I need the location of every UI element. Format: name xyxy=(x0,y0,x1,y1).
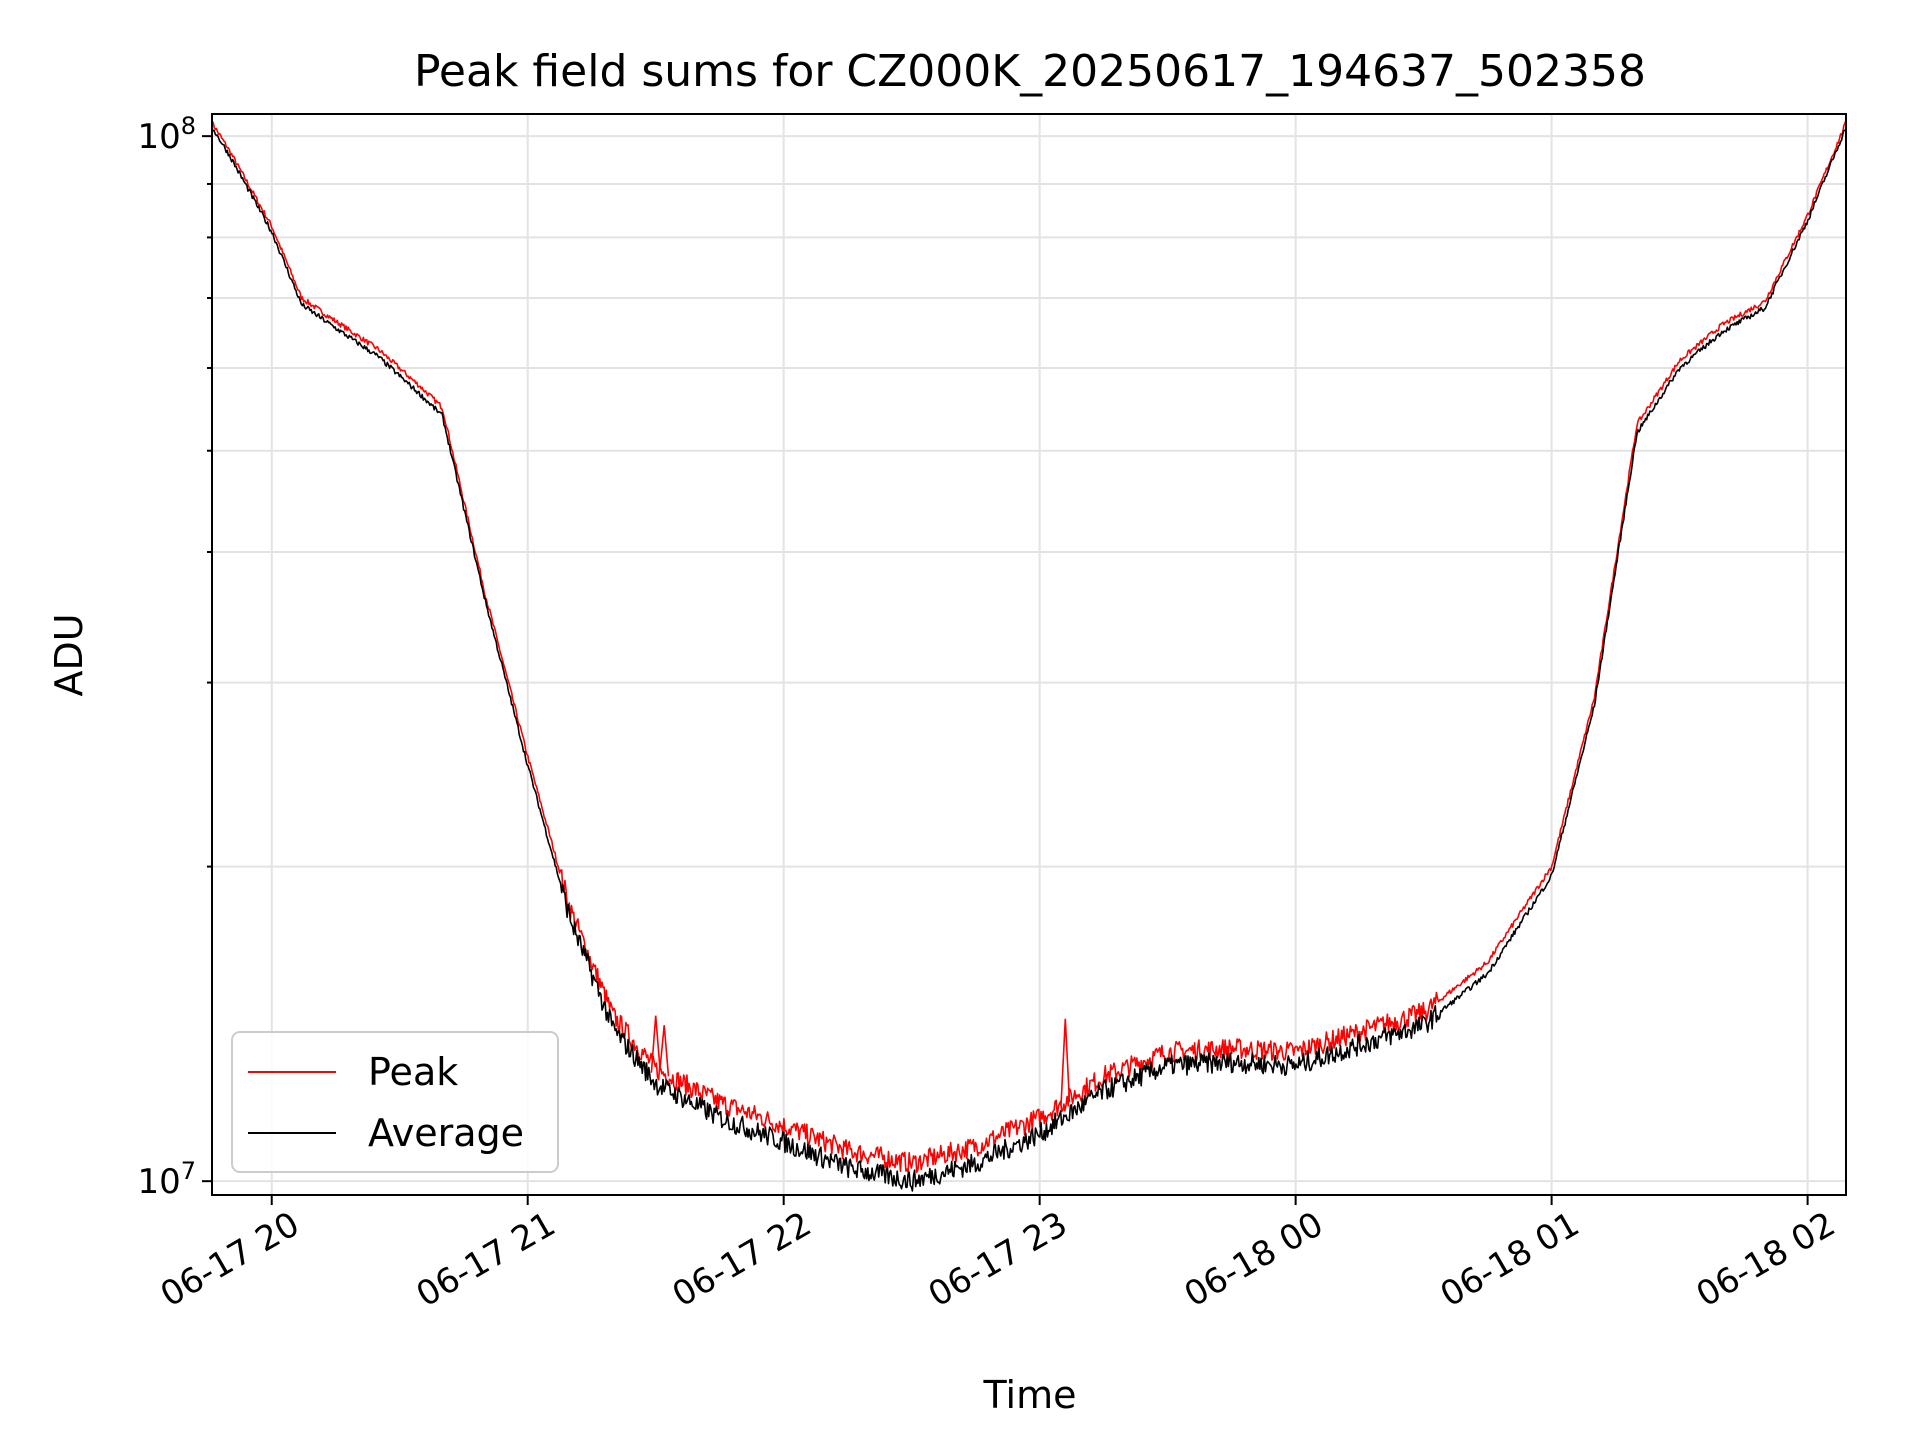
series-line-peak xyxy=(211,119,1847,1174)
x-axis-label: Time xyxy=(983,1373,1077,1417)
series-layer xyxy=(211,119,1847,1192)
series-spike xyxy=(650,1015,670,1077)
legend: Peak Average xyxy=(231,1031,559,1173)
legend-label-peak: Peak xyxy=(368,1050,458,1094)
chart-title: Peak field sums for CZ000K_20250617_1946… xyxy=(414,46,1646,97)
y-axis: 107 108 xyxy=(137,112,212,1202)
legend-label-average: Average xyxy=(368,1111,524,1155)
legend-box xyxy=(231,1031,559,1173)
grid xyxy=(212,114,1846,1195)
plot-frame xyxy=(211,113,1847,1196)
series-line-average xyxy=(211,127,1847,1192)
series-spike xyxy=(1060,1018,1071,1107)
y-tick-label: 107 xyxy=(137,1157,196,1202)
y-tick-label: 108 xyxy=(137,112,196,157)
y-axis-label: ADU xyxy=(47,613,91,696)
